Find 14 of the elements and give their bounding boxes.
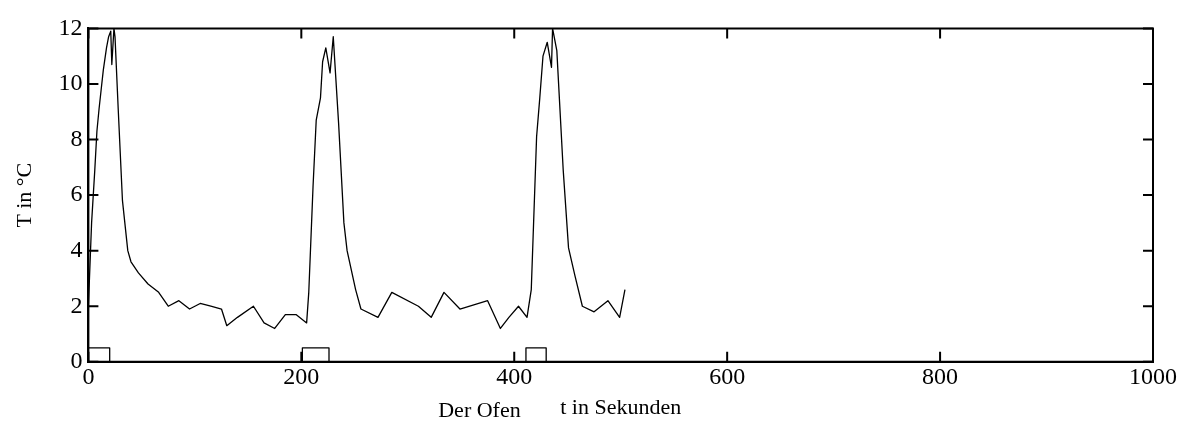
- x-tick-label: 600: [709, 363, 746, 390]
- y-tick-label: 10: [58, 69, 83, 96]
- y-tick-label: 6: [70, 180, 83, 207]
- x-tick-label: 200: [283, 363, 320, 390]
- x-axis-title: t in Sekunden: [560, 393, 682, 419]
- y-tick-label: 12: [58, 13, 83, 40]
- y-tick-label: 8: [70, 124, 83, 151]
- x-tick-label: 400: [496, 363, 533, 390]
- text: Der Ofen: [438, 397, 521, 422]
- y-tick-label: 2: [70, 291, 83, 318]
- y-axis-title: T in °C: [10, 162, 36, 228]
- y-tick-label: 4: [70, 235, 83, 262]
- x-tick-label: 1000: [1129, 363, 1177, 390]
- x-tick-label: 800: [922, 363, 959, 390]
